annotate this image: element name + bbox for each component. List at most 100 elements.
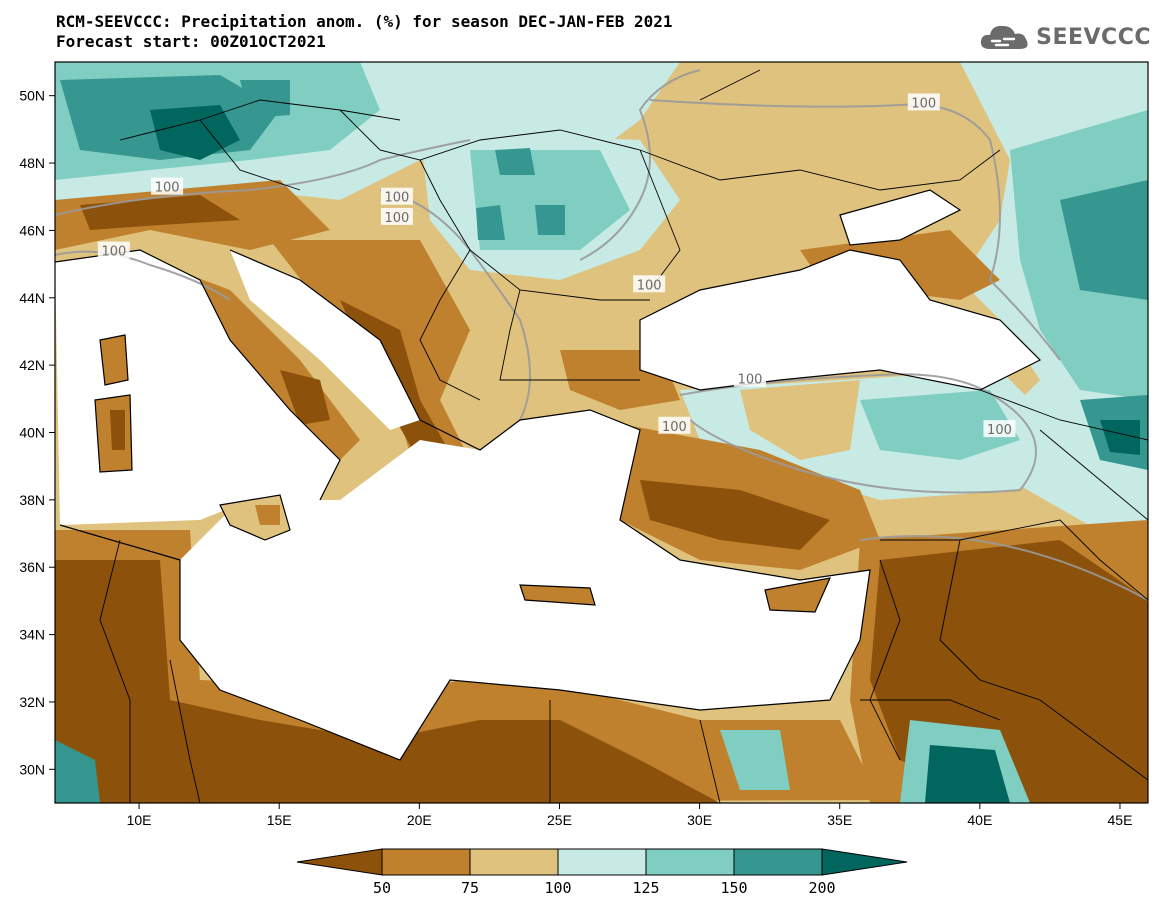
contour-label-bg <box>97 241 130 259</box>
colorbar-swatch <box>469 848 559 876</box>
very-dry-region-alps <box>80 195 240 230</box>
coastlines <box>55 189 1042 761</box>
slightly-dry-patch-anatolia <box>740 380 860 460</box>
very-wet-spot-romania-1 <box>476 205 505 240</box>
contour-label-text: 100 <box>637 278 662 293</box>
colorbar-label: 200 <box>808 879 835 897</box>
cloud-icon <box>981 25 1028 49</box>
lon-tick-label: 15E <box>267 812 292 828</box>
extreme-wet-region-bavaria <box>150 105 240 160</box>
very-wet-region-arabia <box>925 745 1010 803</box>
colorbar-swatch-high <box>821 848 908 876</box>
colorbar-label: 125 <box>632 879 659 897</box>
colorbar-swatch <box>381 848 471 876</box>
colorbar-label: 150 <box>720 879 747 897</box>
colorbar-swatch-low <box>296 848 383 876</box>
contour-label-bg <box>907 93 940 111</box>
contour-label: 100 <box>734 369 767 388</box>
contour-label: 100 <box>97 241 130 260</box>
lon-tick-label: 35E <box>827 812 852 828</box>
lon-tick-label: 45E <box>1108 812 1133 828</box>
very-wet-region-russia-south <box>1060 180 1148 300</box>
lat-tick-label: 34N <box>19 627 45 643</box>
map-field <box>55 62 1148 803</box>
contour-label: 100 <box>151 177 184 196</box>
colorbar-swatch <box>645 848 735 876</box>
corsica-island <box>100 335 128 385</box>
very-wet-spot-romania-2 <box>535 205 565 235</box>
lat-tick-label: 42N <box>19 357 45 373</box>
contour-label-bg <box>658 416 691 434</box>
contour-label-bg <box>380 207 413 225</box>
extreme-wet-spot-georgia <box>1100 420 1140 455</box>
lat-tick-label: 50N <box>19 88 45 104</box>
contour-label: 100 <box>380 207 413 226</box>
logo-text: SEEVCCC <box>1036 24 1151 50</box>
contour-label-text: 100 <box>101 245 126 260</box>
lon-tick-label: 40E <box>967 812 992 828</box>
lat-tick-label: 48N <box>19 155 45 171</box>
very-dry-region-libya <box>55 560 720 803</box>
wetter-region-anatolia <box>860 390 1020 460</box>
very-wet-region-bohemia <box>240 80 290 118</box>
contour-label-text: 100 <box>738 373 763 388</box>
very-dry-region-anatolia-south <box>640 480 830 550</box>
lat-tick-label: 30N <box>19 761 45 777</box>
contour-label: 100 <box>983 420 1016 438</box>
wet-region-ukraine-west <box>500 62 680 150</box>
contour-label-text: 100 <box>155 181 180 196</box>
title-line-2: Forecast start: 00Z01OCT2021 <box>56 32 326 51</box>
lat-tick-label: 44N <box>19 290 45 306</box>
contour-label-bg <box>151 177 184 195</box>
contour-label-bg <box>633 275 666 293</box>
sardinia-dry-core <box>110 410 125 450</box>
contour-label-text: 100 <box>384 191 409 206</box>
very-dry-region-italy <box>280 370 330 425</box>
contour-label: 100 <box>380 187 413 206</box>
black-sea <box>640 250 1040 390</box>
longitude-axis: 10E 15E 20E 25E 30E 35E 40E 45E <box>127 803 1133 828</box>
contour-label-text: 100 <box>987 423 1012 438</box>
contour-label-text: 100 <box>911 96 936 111</box>
lat-tick-label: 36N <box>19 559 45 575</box>
title-line-1: RCM-SEEVCCC: Precipitation anom. (%) for… <box>56 12 673 31</box>
lon-tick-label: 10E <box>127 812 152 828</box>
contour-lines <box>55 69 1148 601</box>
adriatic-sea <box>230 250 420 430</box>
sicily-dry-core <box>255 505 280 525</box>
cyprus-island <box>765 578 830 612</box>
colorbar: 50 75 100 125 150 200 <box>296 848 908 897</box>
colorbar-label: 100 <box>544 879 571 897</box>
contour-label-text: 100 <box>384 211 409 226</box>
map-title: RCM-SEEVCCC: Precipitation anom. (%) for… <box>56 12 673 52</box>
colorbar-swatch <box>557 848 647 876</box>
lat-tick-label: 32N <box>19 694 45 710</box>
contour-labels: 100 100 100 100 100 100 100 100 100 <box>97 93 1016 438</box>
contour-label-bg <box>734 369 767 387</box>
contour-label: 100 <box>633 275 666 293</box>
lat-tick-label: 38N <box>19 492 45 508</box>
contour-label-bg <box>380 187 413 205</box>
colorbar-label: 50 <box>373 879 391 897</box>
contour-label-text: 100 <box>662 420 687 435</box>
wet-region-sinai <box>720 730 790 790</box>
lon-tick-label: 20E <box>407 812 432 828</box>
latitude-axis: 30N 32N 34N 36N 38N 40N 42N 44N 46N 48N 50N <box>19 88 55 777</box>
sea-of-azov <box>840 190 960 245</box>
colorbar-swatch <box>733 848 823 876</box>
tyrrhenian-sea <box>130 310 270 440</box>
lon-tick-label: 25E <box>547 812 572 828</box>
wet-region-algeria-corner <box>55 740 100 803</box>
contour-label: 100 <box>907 93 940 111</box>
lon-tick-label: 30E <box>687 812 712 828</box>
seevccc-logo: SEEVCCC <box>978 20 1151 54</box>
country-borders <box>99 69 1148 803</box>
contour-label-bg <box>983 420 1016 438</box>
lat-tick-label: 40N <box>19 425 45 441</box>
colorbar-label: 75 <box>461 879 479 897</box>
contour-label: 100 <box>658 416 691 435</box>
very-wet-spot-slovakia <box>495 148 535 175</box>
lat-tick-label: 46N <box>19 222 45 238</box>
crete-island <box>520 585 595 605</box>
